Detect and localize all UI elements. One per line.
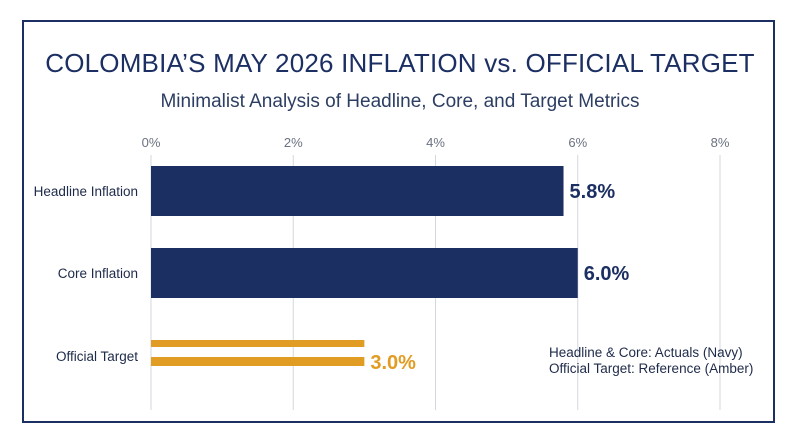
value-label: 6.0% xyxy=(584,263,630,285)
category-label: Core Inflation xyxy=(58,266,138,281)
x-tick-label: 8% xyxy=(711,135,730,150)
legend-note-actuals: Headline & Core: Actuals (Navy) xyxy=(549,345,743,360)
chart-frame xyxy=(22,20,775,423)
x-tick-label: 6% xyxy=(568,135,587,150)
legend-note-reference: Official Target: Reference (Amber) xyxy=(549,361,754,376)
bar-target-lower xyxy=(151,357,365,366)
bar xyxy=(151,248,578,298)
category-label: Headline Inflation xyxy=(34,184,138,199)
chart-title: COLOMBIA’S MAY 2026 INFLATION vs. OFFICI… xyxy=(45,48,755,78)
value-label: 3.0% xyxy=(370,352,416,374)
bar-target-upper xyxy=(151,340,365,347)
value-label: 5.8% xyxy=(570,181,616,203)
chart-subtitle: Minimalist Analysis of Headline, Core, a… xyxy=(160,91,640,112)
x-tick-label: 2% xyxy=(284,135,303,150)
x-tick-label: 4% xyxy=(426,135,445,150)
legend-note: Headline & Core: Actuals (Navy) Official… xyxy=(549,345,753,377)
bar xyxy=(151,166,564,216)
x-tick-label: 0% xyxy=(142,135,161,150)
category-label: Official Target xyxy=(56,349,138,364)
